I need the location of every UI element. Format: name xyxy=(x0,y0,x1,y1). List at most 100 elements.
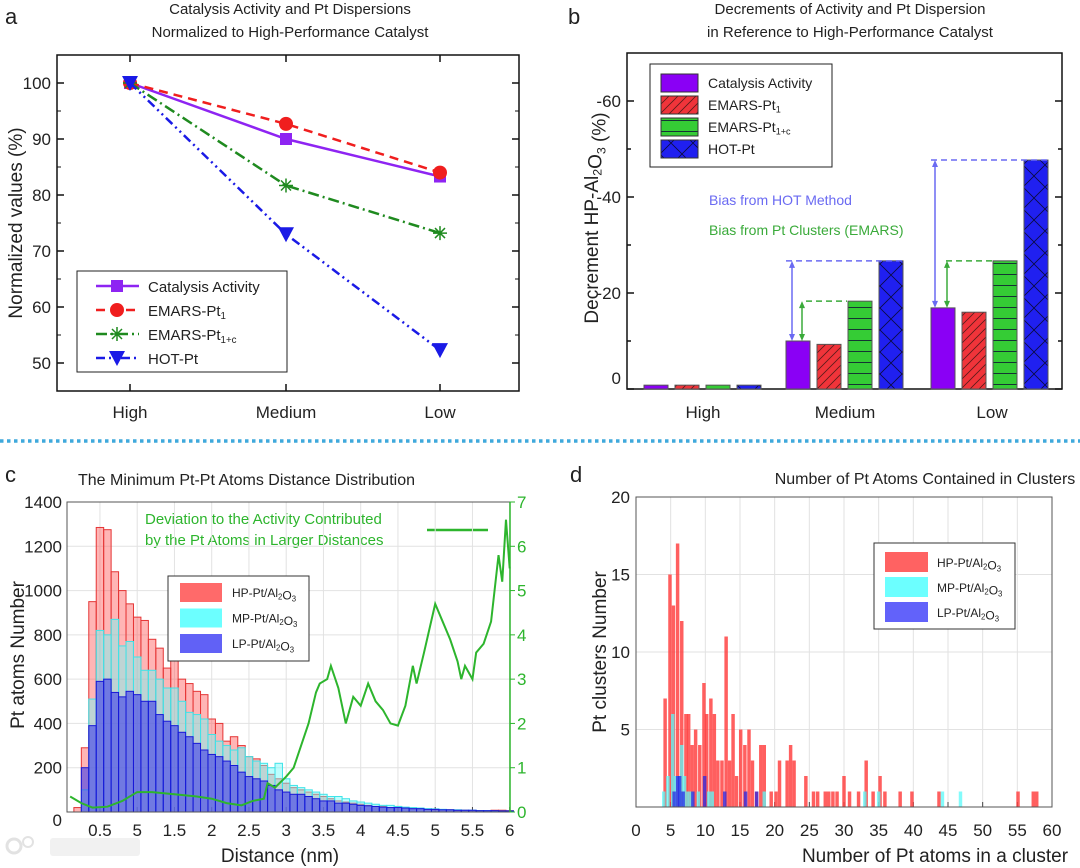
histogram-bar xyxy=(177,731,187,813)
y-tick-label: 20 xyxy=(611,488,630,507)
histogram-bar xyxy=(680,621,684,807)
panel-label-c: c xyxy=(5,462,16,487)
histogram-bar xyxy=(334,802,343,813)
panel-b-title-line2: in Reference to High-Performance Catalys… xyxy=(707,24,994,41)
arrow-head xyxy=(944,300,950,308)
label-part: Decrement HP-Al xyxy=(582,176,603,324)
histogram-bar xyxy=(710,791,714,807)
label-part: O xyxy=(586,154,607,169)
y2-tick-label: 2 xyxy=(517,714,526,733)
histogram-bar xyxy=(731,714,735,807)
histogram-bar xyxy=(940,791,945,807)
histogram-bar xyxy=(762,791,766,807)
deviation-label-line1: Deviation to the Activity Contributed xyxy=(145,511,382,528)
histogram-bar xyxy=(73,807,82,813)
histogram-bar xyxy=(823,791,828,807)
histogram-bar xyxy=(393,807,403,813)
y2-tick-label: 6 xyxy=(517,537,526,556)
label-part: HOT-Pt xyxy=(148,351,199,368)
histogram-bar xyxy=(311,798,321,813)
histogram-bar xyxy=(140,700,149,813)
legend-swatch xyxy=(660,117,699,137)
label-part: O xyxy=(282,588,291,602)
y-tick-label: 200 xyxy=(34,759,62,778)
histogram-bar xyxy=(356,804,365,813)
histogram-bar xyxy=(788,745,793,807)
histogram-bar xyxy=(738,729,743,807)
y-tick-label: 0 xyxy=(612,369,621,388)
legend-label: Catalysis Activity xyxy=(708,75,812,91)
subscript: 2 xyxy=(276,643,280,652)
histogram-bar xyxy=(856,791,861,807)
histogram-bar xyxy=(704,714,709,807)
histogram-bar xyxy=(910,791,914,807)
histogram-bar xyxy=(671,714,675,807)
y-tick-label: -20 xyxy=(596,284,621,303)
histogram-bar xyxy=(88,725,97,813)
histogram-bar xyxy=(863,791,867,807)
label-part: MP-Pt/Al xyxy=(232,612,279,626)
subscript: 2 xyxy=(983,562,987,571)
triangle-marker xyxy=(109,351,125,366)
label-part: MP-Pt/Al xyxy=(937,581,984,595)
x-tick-label: 25 xyxy=(800,821,819,840)
label-part: Catalysis Activity xyxy=(708,75,812,91)
legend-label: HOT-Pt xyxy=(708,141,755,157)
x-tick-label: 0 xyxy=(631,821,640,840)
histogram-bar xyxy=(759,745,763,807)
x-tick-label: High xyxy=(113,403,148,422)
subscript: 2 xyxy=(981,612,985,621)
subscript: 2 xyxy=(984,587,988,596)
label-part: O xyxy=(284,614,293,628)
histogram-bar xyxy=(864,760,868,807)
subscript: 1+c xyxy=(776,127,791,137)
x-tick-label: 30 xyxy=(835,821,854,840)
label-part: EMARS-Pt xyxy=(708,97,776,113)
bar-emars-pt1-c xyxy=(705,384,731,390)
histogram-bar xyxy=(804,776,808,807)
x-tick-label: 5 xyxy=(666,821,675,840)
histogram-bar xyxy=(681,791,685,807)
triangle-marker xyxy=(432,343,448,359)
label-part: O xyxy=(280,639,289,653)
legend-swatch xyxy=(660,95,699,115)
watermark-logo xyxy=(5,836,140,856)
histogram-bar xyxy=(871,791,875,807)
series-line xyxy=(129,81,441,235)
legend-label: LP-Pt/Al2O3 xyxy=(232,637,294,655)
histogram-bar xyxy=(747,729,751,807)
arrow-head xyxy=(932,160,938,168)
legend-label: LP-Pt/Al2O3 xyxy=(937,606,999,624)
legend-swatch xyxy=(660,73,699,93)
plot-frame xyxy=(635,496,1053,808)
panel-b-title-line1: Decrements of Activity and Pt Dispersion xyxy=(715,1,986,18)
panel-a: a Catalysis Activity and Pt Dispersions … xyxy=(5,1,520,422)
histogram-bar xyxy=(811,791,816,807)
histogram-bar xyxy=(690,745,694,807)
legend-label: EMARS-Pt1+c xyxy=(708,119,791,137)
bar-hot-pt xyxy=(1023,159,1049,390)
legend-swatch xyxy=(885,602,928,622)
hot-bias-annotation: Bias from HOT Method xyxy=(709,192,852,208)
legend-swatch xyxy=(180,608,222,628)
y-tick-label: 10 xyxy=(611,643,630,662)
legend-label: EMARS-Pt1 xyxy=(708,97,781,115)
legend-label: HP-Pt/Al2O3 xyxy=(937,556,1001,574)
series-emars-pt1-c xyxy=(123,76,447,241)
histogram-hp-pt-al2o3 xyxy=(663,543,1039,807)
y-tick-label: 5 xyxy=(621,721,630,740)
x-tick-label: 10 xyxy=(696,821,715,840)
label-part: LP-Pt/Al xyxy=(232,637,276,651)
histogram-bar xyxy=(883,791,887,807)
histogram-bar xyxy=(672,791,676,807)
histogram-bar xyxy=(663,698,667,807)
legend-label: HP-Pt/Al2O3 xyxy=(232,586,296,604)
histogram-bar xyxy=(707,791,711,807)
histogram-bar xyxy=(671,605,676,807)
histogram-bar xyxy=(207,753,216,813)
x-tick-label: 1.5 xyxy=(163,821,187,840)
series-line xyxy=(129,81,441,174)
histogram-bar xyxy=(170,725,179,813)
label-part: O xyxy=(989,583,998,597)
